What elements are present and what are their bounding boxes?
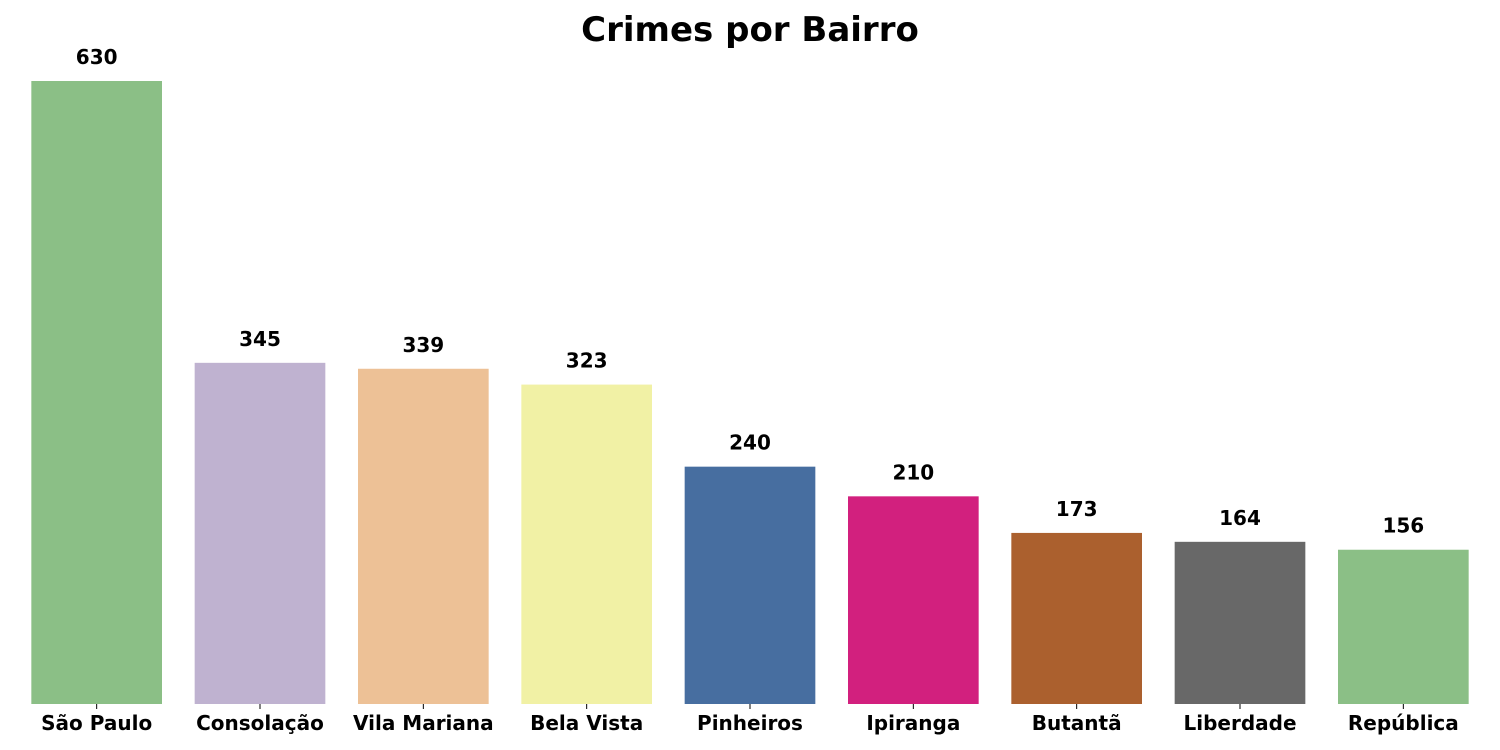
data-label: 345 [239,327,281,351]
bar [358,368,489,704]
x-tick-label: Vila Mariana [353,711,494,735]
labels-layer: 630 345 339 323 240 210 173 164 156 [76,45,1424,538]
x-tick-label: Pinheiros [697,711,803,735]
bar [521,384,652,704]
data-label: 173 [1056,497,1098,521]
bar [848,496,979,704]
x-tick-label: Liberdade [1183,711,1296,735]
x-tick-label: República [1348,711,1459,735]
data-label: 156 [1382,514,1424,538]
bar [1011,532,1142,704]
data-label: 339 [402,333,444,357]
bar [1338,549,1469,704]
bar [684,466,816,704]
x-tick-label: Consolação [196,711,324,735]
ticks-layer: São Paulo Consolação Vila Mariana Bela Vist… [41,704,1459,735]
x-tick-label: Ipiranga [866,711,960,735]
data-label: 240 [729,431,771,455]
x-tick-label: São Paulo [41,711,152,735]
bar [1174,541,1306,704]
bar [31,81,163,704]
data-label: 164 [1219,506,1261,530]
chart-title: Crimes por Bairro [581,10,919,50]
data-label: 323 [566,349,608,373]
data-label: 210 [892,460,934,484]
x-tick-label: Bela Vista [530,711,643,735]
bar [194,362,326,704]
bars-layer [31,81,1469,704]
data-label: 630 [76,45,118,69]
x-tick-label: Butantã [1032,711,1122,735]
